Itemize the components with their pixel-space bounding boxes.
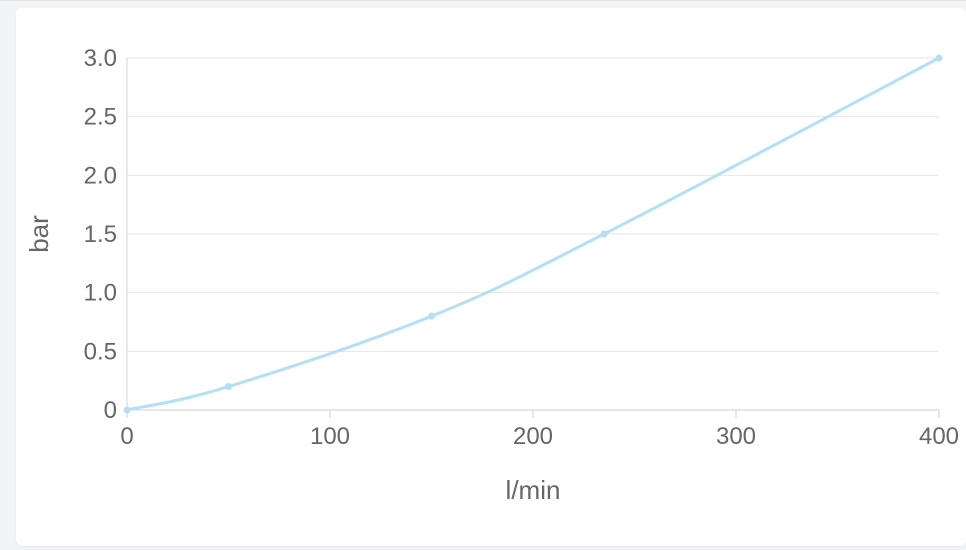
y-tick-label: 0 (104, 397, 117, 424)
data-point[interactable] (935, 54, 943, 62)
y-tick-label: 0.5 (84, 338, 117, 365)
series-layer (123, 54, 943, 414)
x-tick-label: 100 (310, 423, 350, 450)
y-axis-title: bar (24, 215, 54, 253)
x-tick-label: 200 (513, 423, 553, 450)
x-tick-label: 300 (716, 423, 756, 450)
chart-card (16, 8, 966, 546)
tick-labels: 0 0.5 1.0 1.5 2.0 2.5 3.0 0 100 200 300 400 (84, 45, 959, 450)
y-tick-label: 2.0 (84, 162, 117, 189)
data-point[interactable] (600, 230, 608, 238)
top-divider (0, 0, 966, 1)
y-tick-label: 2.5 (84, 104, 117, 131)
y-tick-label: 3.0 (84, 45, 117, 72)
x-tick-label: 0 (120, 423, 133, 450)
x-tick-label: 400 (919, 423, 959, 450)
y-tick-label: 1.5 (84, 221, 117, 248)
data-point[interactable] (225, 383, 232, 391)
data-point[interactable] (123, 406, 131, 414)
x-axis-title: l/min (506, 475, 561, 505)
series-line (125, 56, 941, 412)
axes (126, 58, 940, 418)
grid-lines (127, 57, 939, 352)
data-point[interactable] (428, 312, 435, 320)
y-tick-label: 1.0 (84, 280, 117, 307)
